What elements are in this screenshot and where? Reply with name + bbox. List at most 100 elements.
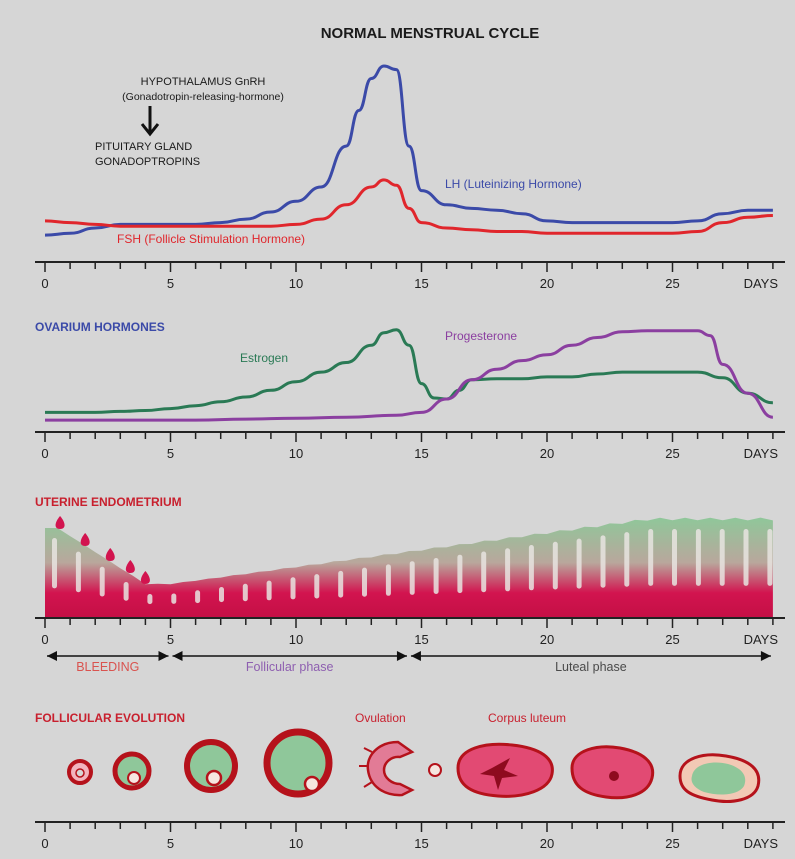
arrow-left-icon [410, 651, 421, 661]
tick-label: 0 [41, 276, 48, 291]
phase-label: Follicular phase [246, 660, 334, 674]
follicular-evolution-panel: FOLLICULAR EVOLUTION Ovulation Corpus lu… [35, 711, 785, 851]
tick-label: 0 [41, 836, 48, 851]
gland [576, 538, 582, 589]
progesterone-series-line [45, 329, 774, 422]
gland [123, 582, 129, 601]
tick-label: 0 [41, 632, 48, 647]
blood-drop-icon [140, 571, 150, 584]
blood-drop-icon [125, 560, 135, 573]
estrogen-series-line [44, 328, 774, 414]
cycle-phases: BLEEDING Follicular phase Luteal phase [47, 651, 771, 674]
gland [505, 548, 511, 592]
tick-label: 25 [665, 276, 679, 291]
gland [528, 545, 534, 591]
tick-label: 25 [665, 632, 679, 647]
gland [672, 529, 677, 586]
gland [600, 535, 606, 588]
blood-drops [55, 516, 150, 584]
gland [743, 529, 749, 586]
gland [242, 583, 248, 602]
hypothalamus-label: HYPOTHALAMUS GnRH [141, 76, 266, 88]
arrow-right-icon [396, 651, 407, 661]
progesterone-series-label: Progesterone [445, 329, 517, 343]
down-arrow-icon [140, 106, 160, 137]
gland [147, 594, 153, 605]
gland [362, 567, 367, 597]
tick-label: 15 [414, 836, 428, 851]
days-axis-3: 0 5 10 15 20 25 DAYS [35, 617, 785, 647]
gland [171, 593, 177, 604]
gland [195, 590, 201, 604]
lh-series-line [44, 64, 773, 237]
tick-label: 20 [540, 632, 554, 647]
gland [457, 554, 463, 594]
blood-drop-icon [80, 533, 90, 546]
blood-drop-icon [105, 548, 115, 561]
corpus-luteum-mid [570, 745, 655, 800]
arrow-left-icon [47, 651, 57, 661]
endometrium-layer [45, 517, 773, 618]
tick-label: 15 [414, 632, 428, 647]
secondary-follicle [184, 739, 238, 793]
gland [75, 551, 81, 593]
diagram-title: NORMAL MENSTRUAL CYCLE [321, 25, 540, 42]
phase-label: BLEEDING [76, 660, 139, 674]
ovarian-hormones-heading: OVARIUM HORMONES [35, 320, 165, 334]
blood-drop-icon [55, 516, 65, 529]
primary-follicle [112, 751, 152, 791]
ruptured-follicle [359, 740, 442, 797]
tick-label: 20 [540, 276, 554, 291]
arrow-right-icon [760, 651, 771, 661]
estrogen-series-label: Estrogen [240, 351, 288, 365]
fsh-series-line [44, 178, 773, 235]
gland [695, 529, 701, 586]
phase-label: Luteal phase [555, 660, 627, 674]
tick-label: 25 [665, 836, 679, 851]
tick-label: 5 [167, 632, 174, 647]
gland [99, 566, 105, 597]
gland [314, 574, 320, 599]
gland [385, 564, 391, 596]
tick-label: 10 [289, 836, 303, 851]
gland [552, 541, 558, 590]
corpus-albicans [678, 753, 761, 803]
fsh-series-label: FSH (Follicle Stimulation Hormone) [117, 232, 305, 246]
tick-label: 10 [289, 632, 303, 647]
lh-series-label: LH (Luteinizing Hormone) [445, 177, 582, 191]
gnrh-label: (Gonadotropin-releasing-hormone) [122, 91, 284, 103]
gland [624, 532, 630, 587]
gland [433, 558, 439, 594]
axis-unit-label: DAYS [744, 276, 779, 291]
uterine-endometrium-panel: UTERINE ENDOMETRIUM 0 5 10 15 20 25 DAYS BLEED… [35, 495, 785, 674]
tick-label: 20 [540, 836, 554, 851]
tick-label: 20 [540, 446, 554, 461]
tick-label: 10 [289, 446, 303, 461]
endometrial-glands [52, 529, 773, 605]
gland [290, 577, 296, 600]
days-axis-1: 0 5 10 15 20 25 DAYS [35, 261, 785, 291]
axis-unit-label: DAYS [744, 446, 779, 461]
follicular-evolution-heading: FOLLICULAR EVOLUTION [35, 711, 185, 725]
tick-label: 15 [414, 446, 428, 461]
tick-label: 5 [167, 446, 174, 461]
corpus-luteum-label: Corpus luteum [488, 711, 566, 725]
pituitary-gland-label: PITUITARY GLAND [95, 141, 192, 153]
gland [219, 587, 224, 603]
arrow-right-icon [158, 651, 169, 661]
corpus-luteum-early [456, 742, 554, 798]
tick-label: 10 [289, 276, 303, 291]
gland [767, 529, 773, 586]
days-axis-4: 0 5 10 15 20 25 DAYS [35, 821, 785, 851]
tick-label: 25 [665, 446, 679, 461]
tick-label: 5 [167, 836, 174, 851]
uterine-endometrium-heading: UTERINE ENDOMETRIUM [35, 495, 182, 509]
tick-label: 5 [167, 276, 174, 291]
pituitary-hormones-panel: HYPOTHALAMUS GnRH (Gonadotropin-releasin… [35, 64, 785, 291]
gland [481, 551, 487, 593]
gland [409, 561, 415, 595]
gland [338, 570, 344, 598]
axis-unit-label: DAYS [744, 836, 779, 851]
gland [266, 580, 272, 601]
